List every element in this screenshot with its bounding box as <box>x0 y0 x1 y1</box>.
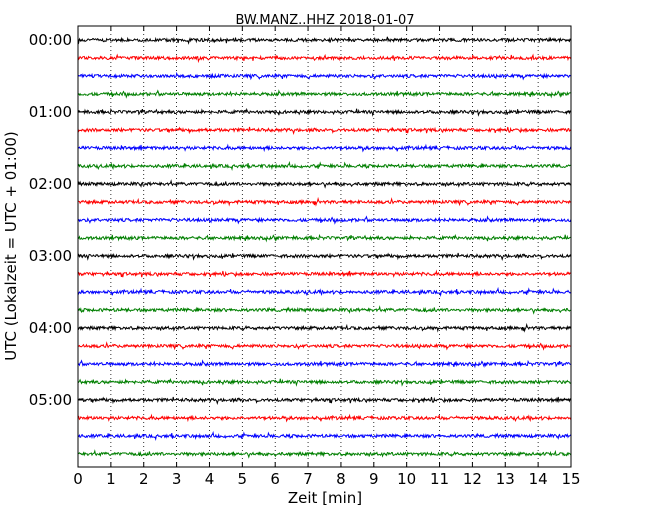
x-tick-label-6: 6 <box>270 470 280 488</box>
trace-0115 <box>77 126 572 135</box>
x-axis-ticks: 0 1 2 3 4 5 6 7 8 9 10 11 12 13 14 15 <box>73 26 581 488</box>
trace-0345 <box>77 305 571 315</box>
trace-0300 <box>77 252 572 261</box>
x-tick-label-10: 10 <box>397 470 416 488</box>
y-tick-label-4: 04:00 <box>29 319 72 337</box>
x-tick-label-14: 14 <box>529 470 548 488</box>
x-tick-label-1: 1 <box>106 470 116 488</box>
trace-0200 <box>77 179 572 189</box>
trace-0230 <box>77 215 572 225</box>
trace-0145 <box>77 160 571 171</box>
x-tick-label-8: 8 <box>336 470 346 488</box>
trace-0315 <box>77 269 572 279</box>
y-tick-label-3: 03:00 <box>29 247 72 265</box>
trace-lines <box>77 36 572 459</box>
trace-0545 <box>77 449 572 459</box>
x-tick-label-9: 9 <box>369 470 379 488</box>
trace-0015 <box>77 53 572 64</box>
trace-0330 <box>77 286 572 297</box>
trace-0445 <box>77 377 572 387</box>
x-tick-label-5: 5 <box>238 470 248 488</box>
x-tick-label-4: 4 <box>205 470 215 488</box>
y-tick-label-2: 02:00 <box>29 175 72 193</box>
vertical-gridlines <box>110 26 539 467</box>
x-tick-label-2: 2 <box>139 470 149 488</box>
x-tick-label-15: 15 <box>561 470 580 488</box>
y-tick-label-0: 00:00 <box>29 31 72 49</box>
trace-0100 <box>77 107 571 117</box>
x-axis-label: Zeit [min] <box>288 489 362 507</box>
x-tick-label-12: 12 <box>463 470 482 488</box>
y-tick-label-1: 01:00 <box>29 103 72 121</box>
x-tick-label-7: 7 <box>303 470 313 488</box>
x-tick-label-13: 13 <box>496 470 515 488</box>
trace-0045 <box>77 89 571 99</box>
x-tick-label-11: 11 <box>430 470 449 488</box>
x-tick-label-3: 3 <box>172 470 182 488</box>
trace-0245 <box>77 233 571 243</box>
trace-0400 <box>77 322 572 333</box>
y-axis-ticks: 00:00 01:00 02:00 03:00 04:00 05:00 <box>29 31 571 409</box>
trace-0130 <box>77 143 572 153</box>
trace-0030 <box>77 71 572 81</box>
trace-0515 <box>77 413 572 423</box>
trace-0430 <box>77 359 572 369</box>
trace-0500 <box>77 396 571 405</box>
trace-0530 <box>77 430 572 441</box>
trace-0415 <box>77 341 571 351</box>
trace-0215 <box>77 196 572 207</box>
y-axis-label: UTC (Lokalzeit = UTC + 01:00) <box>2 131 20 361</box>
plot-frame <box>77 25 572 468</box>
x-tick-label-0: 0 <box>73 470 83 488</box>
trace-0000 <box>77 36 572 45</box>
y-tick-label-5: 05:00 <box>29 391 72 409</box>
chart-title: BW.MANZ..HHZ 2018-01-07 <box>235 13 414 28</box>
